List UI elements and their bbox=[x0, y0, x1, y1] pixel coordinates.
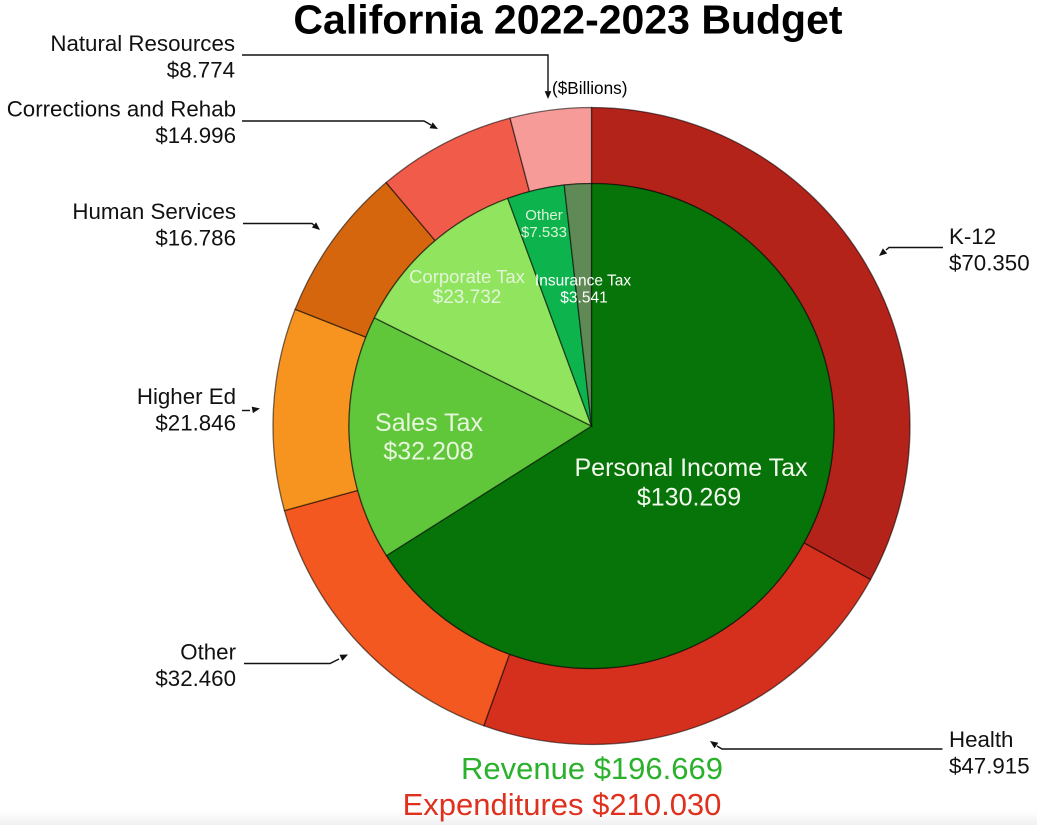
svg-text:Human Services: Human Services bbox=[72, 199, 236, 224]
svg-text:Higher Ed: Higher Ed bbox=[137, 384, 236, 409]
svg-text:Revenue $196.669: Revenue $196.669 bbox=[461, 751, 723, 786]
svg-text:K-12: K-12 bbox=[949, 224, 996, 249]
svg-text:$16.786: $16.786 bbox=[155, 226, 236, 251]
svg-text:Health: Health bbox=[949, 727, 1013, 752]
svg-text:Insurance Tax: Insurance Tax bbox=[535, 273, 631, 290]
svg-text:($Billions): ($Billions) bbox=[552, 78, 627, 98]
svg-text:$70.350: $70.350 bbox=[949, 251, 1030, 276]
svg-text:Corrections and Rehab: Corrections and Rehab bbox=[7, 97, 236, 122]
svg-text:Personal Income Tax: Personal Income Tax bbox=[575, 454, 808, 482]
svg-text:$3.541: $3.541 bbox=[560, 290, 607, 307]
svg-text:Corporate Tax: Corporate Tax bbox=[409, 266, 526, 287]
svg-text:$47.915: $47.915 bbox=[949, 754, 1030, 779]
svg-text:California 2022-2023 Budget: California 2022-2023 Budget bbox=[293, 0, 842, 43]
svg-text:Natural Resources: Natural Resources bbox=[50, 31, 235, 56]
svg-text:$130.269: $130.269 bbox=[637, 484, 741, 512]
svg-text:$32.460: $32.460 bbox=[155, 666, 236, 691]
svg-text:$23.732: $23.732 bbox=[433, 287, 502, 308]
svg-text:$14.996: $14.996 bbox=[155, 123, 236, 148]
svg-text:Expenditures $210.030: Expenditures $210.030 bbox=[403, 787, 722, 822]
svg-text:$7.533: $7.533 bbox=[521, 224, 567, 241]
svg-text:$8.774: $8.774 bbox=[167, 58, 235, 83]
svg-text:Sales Tax: Sales Tax bbox=[375, 409, 483, 437]
svg-text:Other: Other bbox=[525, 207, 563, 224]
svg-text:$21.846: $21.846 bbox=[155, 410, 236, 435]
svg-text:Other: Other bbox=[180, 640, 236, 665]
svg-text:$32.208: $32.208 bbox=[383, 438, 473, 466]
